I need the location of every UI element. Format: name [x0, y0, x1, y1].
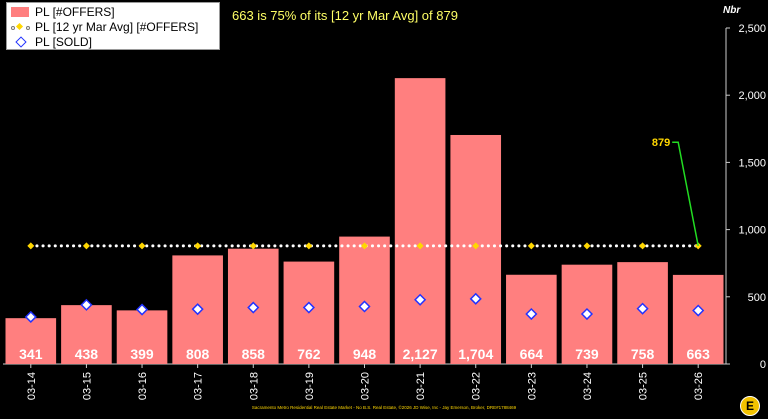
x-tick-label: 03-22: [471, 372, 483, 400]
avg-marker: [527, 242, 535, 250]
bar-offers: [672, 274, 724, 364]
x-tick-label: 03-24: [582, 372, 594, 400]
legend-label-offers: PL [#OFFERS]: [35, 4, 115, 19]
y-tick-label: 2,000: [738, 90, 766, 102]
avg-marker: [82, 242, 90, 250]
legend-item-avg: PL [12 yr Mar Avg] [#OFFERS]: [11, 19, 198, 34]
avg-marker: [305, 242, 313, 250]
data-label: 341: [19, 346, 43, 362]
avg-marker: [472, 242, 480, 250]
sold-marker: [525, 307, 538, 321]
legend-swatch-offers: [11, 6, 29, 17]
y-tick-label: 1,000: [738, 225, 766, 237]
x-tick-label: 03-26: [693, 372, 705, 400]
data-label: 1,704: [458, 346, 493, 362]
sold-marker: [24, 310, 37, 324]
chart-headline: 663 is 75% of its [12 yr Mar Avg] of 879: [232, 8, 458, 23]
x-tick-label: 03-17: [193, 372, 205, 400]
avg-marker: [249, 242, 257, 250]
x-tick-label: 03-19: [304, 372, 316, 400]
bar-offers: [450, 134, 502, 364]
data-label: 948: [353, 346, 377, 362]
sold-marker: [469, 292, 482, 305]
data-label: 399: [130, 346, 154, 362]
avg-marker: [194, 242, 202, 250]
y-tick-label: 2,500: [738, 23, 766, 35]
data-label: 663: [687, 346, 711, 362]
y-tick-label: 500: [748, 292, 766, 304]
data-label: 808: [186, 346, 210, 362]
data-label: 2,127: [403, 346, 438, 362]
legend-label-sold: PL [SOLD]: [35, 34, 92, 49]
sold-marker: [302, 301, 315, 314]
legend-swatch-avg: [11, 22, 30, 32]
data-label: 758: [631, 346, 655, 362]
avg-marker: [639, 242, 647, 250]
sold-marker: [692, 304, 705, 317]
x-tick-label: 03-14: [26, 372, 38, 400]
callout-label: 879: [652, 137, 670, 149]
footer-credit: Sacramento Metro Residential Real Estate…: [251, 405, 517, 410]
x-tick-label: 03-20: [360, 372, 372, 400]
sold-marker: [358, 300, 371, 313]
x-tick-label: 03-25: [638, 372, 650, 400]
data-label: 858: [242, 346, 266, 362]
sold-marker: [135, 303, 149, 316]
legend: PL [#OFFERS] PL [12 yr Mar Avg] [#OFFERS…: [6, 2, 220, 50]
data-label: 739: [575, 346, 599, 362]
bar-offers: [394, 78, 446, 365]
sold-marker: [580, 307, 594, 321]
avg-marker: [27, 242, 35, 250]
avg-marker: [361, 242, 368, 250]
bar-offers: [116, 310, 168, 364]
y-axis-unit-label: Nbr: [723, 5, 741, 16]
sold-marker: [636, 302, 649, 315]
data-label: 664: [520, 346, 544, 362]
avg-marker: [583, 242, 591, 250]
x-tick-label: 03-18: [248, 372, 260, 400]
sold-marker: [80, 298, 93, 311]
legend-swatch-sold: [11, 35, 29, 48]
y-tick-label: 0: [760, 359, 766, 371]
avg-marker: [138, 242, 146, 250]
sold-marker: [191, 303, 204, 316]
data-label: 762: [297, 346, 321, 362]
legend-label-avg: PL [12 yr Mar Avg] [#OFFERS]: [35, 19, 199, 34]
sold-marker: [414, 293, 427, 306]
data-label: 438: [75, 346, 99, 362]
x-tick-label: 03-16: [137, 372, 149, 400]
x-tick-label: 03-21: [415, 372, 427, 400]
avg-marker: [416, 242, 424, 250]
x-tick-label: 03-23: [526, 372, 538, 400]
legend-item-sold: PL [SOLD]: [11, 34, 92, 49]
sold-marker: [247, 301, 260, 314]
bar-offers: [61, 305, 112, 364]
legend-item-offers: PL [#OFFERS]: [11, 4, 115, 19]
bar-offers: [339, 236, 390, 364]
y-tick-label: 1,500: [738, 157, 766, 169]
bar-offers: [5, 318, 57, 364]
x-tick-label: 03-15: [81, 372, 93, 400]
brand-logo: E: [740, 396, 760, 416]
callout-line: [672, 141, 699, 247]
